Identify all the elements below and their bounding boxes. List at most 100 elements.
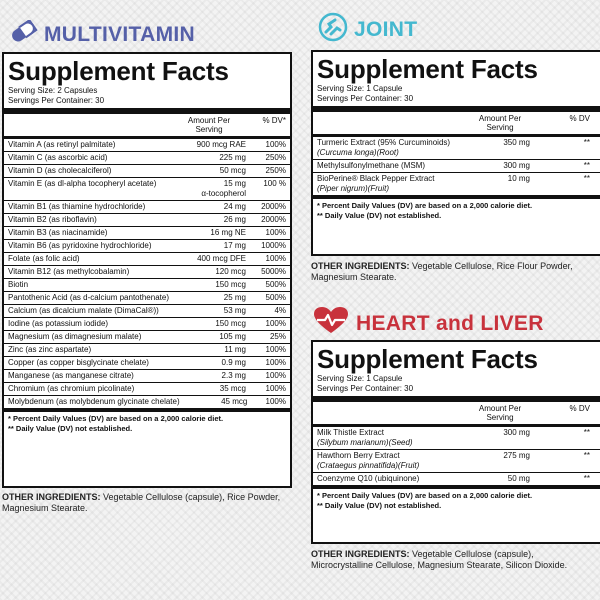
nutrient-name-cell: Methylsulfonylmethane (MSM) <box>317 161 460 171</box>
footnotes: * Percent Daily Values (DV) are based on… <box>313 196 600 223</box>
other-ingredients-label: OTHER INGREDIENTS: <box>311 549 410 559</box>
nutrient-name: Iodine (as potassium iodide) <box>8 319 109 328</box>
amount-cell: 50 mg <box>460 474 530 484</box>
dv-value: ** <box>583 451 590 460</box>
amount-cell: 150 mcg <box>176 280 246 290</box>
nutrient-row: Molybdenum (as molybdenum glycinate chel… <box>4 396 290 409</box>
amount-value: 15 mg <box>223 179 246 188</box>
nutrient-row: Coenzyme Q10 (ubiquinone) 50 mg ** <box>313 473 600 486</box>
nutrient-name: Chromium (as chromium picolinate) <box>8 384 135 393</box>
amount-value: 400 mcg DFE <box>197 254 246 263</box>
nutrient-row: Vitamin C (as ascorbic acid) 225 mg 250% <box>4 152 290 165</box>
amount-cell: 17 mg <box>176 241 246 251</box>
amount-cell: 45 mcg <box>180 397 248 407</box>
nutrient-name-cell: Vitamin A (as retinyl palmitate) <box>8 140 176 150</box>
dv-value: 500% <box>265 293 286 302</box>
amount-value: 350 mg <box>503 138 530 147</box>
nutrient-name-cell: Vitamin D (as cholecalciferol) <box>8 166 176 176</box>
nutrient-name: Molybdenum (as molybdenum glycinate chel… <box>8 397 180 406</box>
nutrient-row: Chromium (as chromium picolinate) 35 mcg 1… <box>4 383 290 396</box>
other-ingredients-text: Vegetable Cellulose, Rice Flour Powder, … <box>311 261 573 282</box>
nutrient-sub-label: α-tocopherol <box>201 189 246 198</box>
amount-cell: 0.9 mg <box>176 358 246 368</box>
footnotes: * Percent Daily Values (DV) are based on… <box>313 486 600 513</box>
amount-value: 50 mcg <box>219 166 246 175</box>
nutrient-name: Hawthorn Berry Extract <box>317 451 400 460</box>
amount-value: 45 mcg <box>221 397 248 406</box>
serving-size: Serving Size: 1 Capsule <box>317 374 403 383</box>
dv-value: 100% <box>265 384 286 393</box>
servings-per-container: Servings Per Container: 30 <box>8 96 105 105</box>
heart-liver-facts-panel: Supplement Facts Serving Size: 1 Capsule… <box>311 340 600 544</box>
dv-value: 100 % <box>263 179 286 188</box>
nutrient-name-cell: Iodine (as potassium iodide) <box>8 319 176 329</box>
nutrient-name: Vitamin B1 (as thiamine hydrochloride) <box>8 202 146 211</box>
nutrient-name: BioPerine® Black Pepper Extract <box>317 174 435 183</box>
amount-header: Amount Per Serving <box>187 116 231 134</box>
other-ingredients-label: OTHER INGREDIENTS: <box>2 492 101 502</box>
nutrient-name: Vitamin B3 (as niacinamide) <box>8 228 108 237</box>
nutrient-row: Vitamin B12 (as methylcobalamin) 120 mcg 5… <box>4 266 290 279</box>
dv-value: ** <box>583 161 590 170</box>
servings-per-container: Servings Per Container: 30 <box>317 384 414 393</box>
nutrient-row: Folate (as folic acid) 400 mcg DFE 100% <box>4 253 290 266</box>
nutrient-rows: Vitamin A (as retinyl palmitate) 900 mcg … <box>4 139 290 409</box>
nutrient-name-cell: BioPerine® Black Pepper Extract (Piper ni… <box>317 174 460 194</box>
column-header: Amount Per Serving % DV <box>313 402 600 424</box>
multivitamin-heading-text: MULTIVITAMIN <box>44 22 195 46</box>
nutrient-source: (Curcuma longa)(Root) <box>317 148 399 157</box>
amount-cell: 11 mg <box>176 345 246 355</box>
nutrient-name-cell: Coenzyme Q10 (ubiquinone) <box>317 474 460 484</box>
joint-icon <box>318 12 348 47</box>
amount-cell: 300 mg <box>460 428 530 448</box>
footnote-dv: * Percent Daily Values (DV) are based on… <box>317 201 533 210</box>
nutrient-name: Biotin <box>8 280 29 289</box>
nutrient-name-cell: Turmeric Extract (95% Curcuminoids) (Curc… <box>317 138 460 158</box>
dv-value: 25% <box>269 332 286 341</box>
dv-header: % DV <box>569 404 590 413</box>
nutrient-name: Vitamin B12 (as methylcobalamin) <box>8 267 130 276</box>
nutrient-source: (Piper nigrum)(Fruit) <box>317 184 390 193</box>
nutrient-name-cell: Calcium (as dicalcium malate (DimaCal®)) <box>8 306 176 316</box>
amount-cell: 2.3 mg <box>176 371 246 381</box>
nutrient-name-cell: Vitamin B12 (as methylcobalamin) <box>8 267 176 277</box>
nutrient-name-cell: Magnesium (as dimagnesium malate) <box>8 332 176 342</box>
nutrient-name-cell: Vitamin B2 (as riboflavin) <box>8 215 176 225</box>
other-ingredients-label: OTHER INGREDIENTS: <box>311 261 410 271</box>
nutrient-name-cell: Vitamin C (as ascorbic acid) <box>8 153 176 163</box>
heart-icon <box>312 306 350 341</box>
dv-value: 2000% <box>261 215 286 224</box>
nutrient-row: Vitamin A (as retinyl palmitate) 900 mcg … <box>4 139 290 152</box>
ingredient-rows: Turmeric Extract (95% Curcuminoids) (Curc… <box>313 137 600 196</box>
amount-cell: 400 mcg DFE <box>176 254 246 264</box>
dv-value: 100% <box>265 358 286 367</box>
amount-header: Amount Per Serving <box>478 114 522 132</box>
dv-value: 250% <box>265 153 286 162</box>
nutrient-name: Coenzyme Q10 (ubiquinone) <box>317 474 420 483</box>
nutrient-name-cell: Milk Thistle Extract (Silybum marianum)(S… <box>317 428 460 448</box>
nutrient-row: Zinc (as zinc aspartate) 11 mg 100% <box>4 344 290 357</box>
nutrient-name-cell: Vitamin B6 (as pyridoxine hydrochloride) <box>8 241 176 251</box>
nutrient-name-cell: Folate (as folic acid) <box>8 254 176 264</box>
amount-value: 275 mg <box>503 451 530 460</box>
amount-value: 25 mg <box>223 293 246 302</box>
amount-value: 105 mg <box>219 332 246 341</box>
nutrient-name-cell: Zinc (as zinc aspartate) <box>8 345 176 355</box>
amount-cell: 53 mg <box>176 306 246 316</box>
amount-cell: 900 mcg RAE <box>176 140 246 150</box>
amount-value: 16 mg NE <box>210 228 246 237</box>
amount-cell: 26 mg <box>176 215 246 225</box>
heart-liver-heading: HEART and LIVER <box>312 306 544 341</box>
nutrient-row: Vitamin B1 (as thiamine hydrochloride) 24… <box>4 201 290 214</box>
amount-value: 300 mg <box>503 428 530 437</box>
amount-value: 50 mg <box>507 474 530 483</box>
nutrient-row: Pantothenic Acid (as d-calcium pantothen… <box>4 292 290 305</box>
column-header: Amount Per Serving % DV <box>313 112 600 134</box>
dv-header: % DV <box>569 114 590 123</box>
nutrient-name-cell: Hawthorn Berry Extract (Crataegus pinnati… <box>317 451 460 471</box>
nutrient-name-cell: Vitamin E (as dl-alpha tocopheryl acetat… <box>8 179 176 199</box>
serving-size: Serving Size: 1 Capsule <box>317 84 403 93</box>
heart-liver-other-ingredients: OTHER INGREDIENTS: Vegetable Cellulose (… <box>311 549 591 571</box>
nutrient-name-cell: Vitamin B1 (as thiamine hydrochloride) <box>8 202 176 212</box>
nutrient-name-cell: Molybdenum (as molybdenum glycinate chel… <box>8 397 180 407</box>
